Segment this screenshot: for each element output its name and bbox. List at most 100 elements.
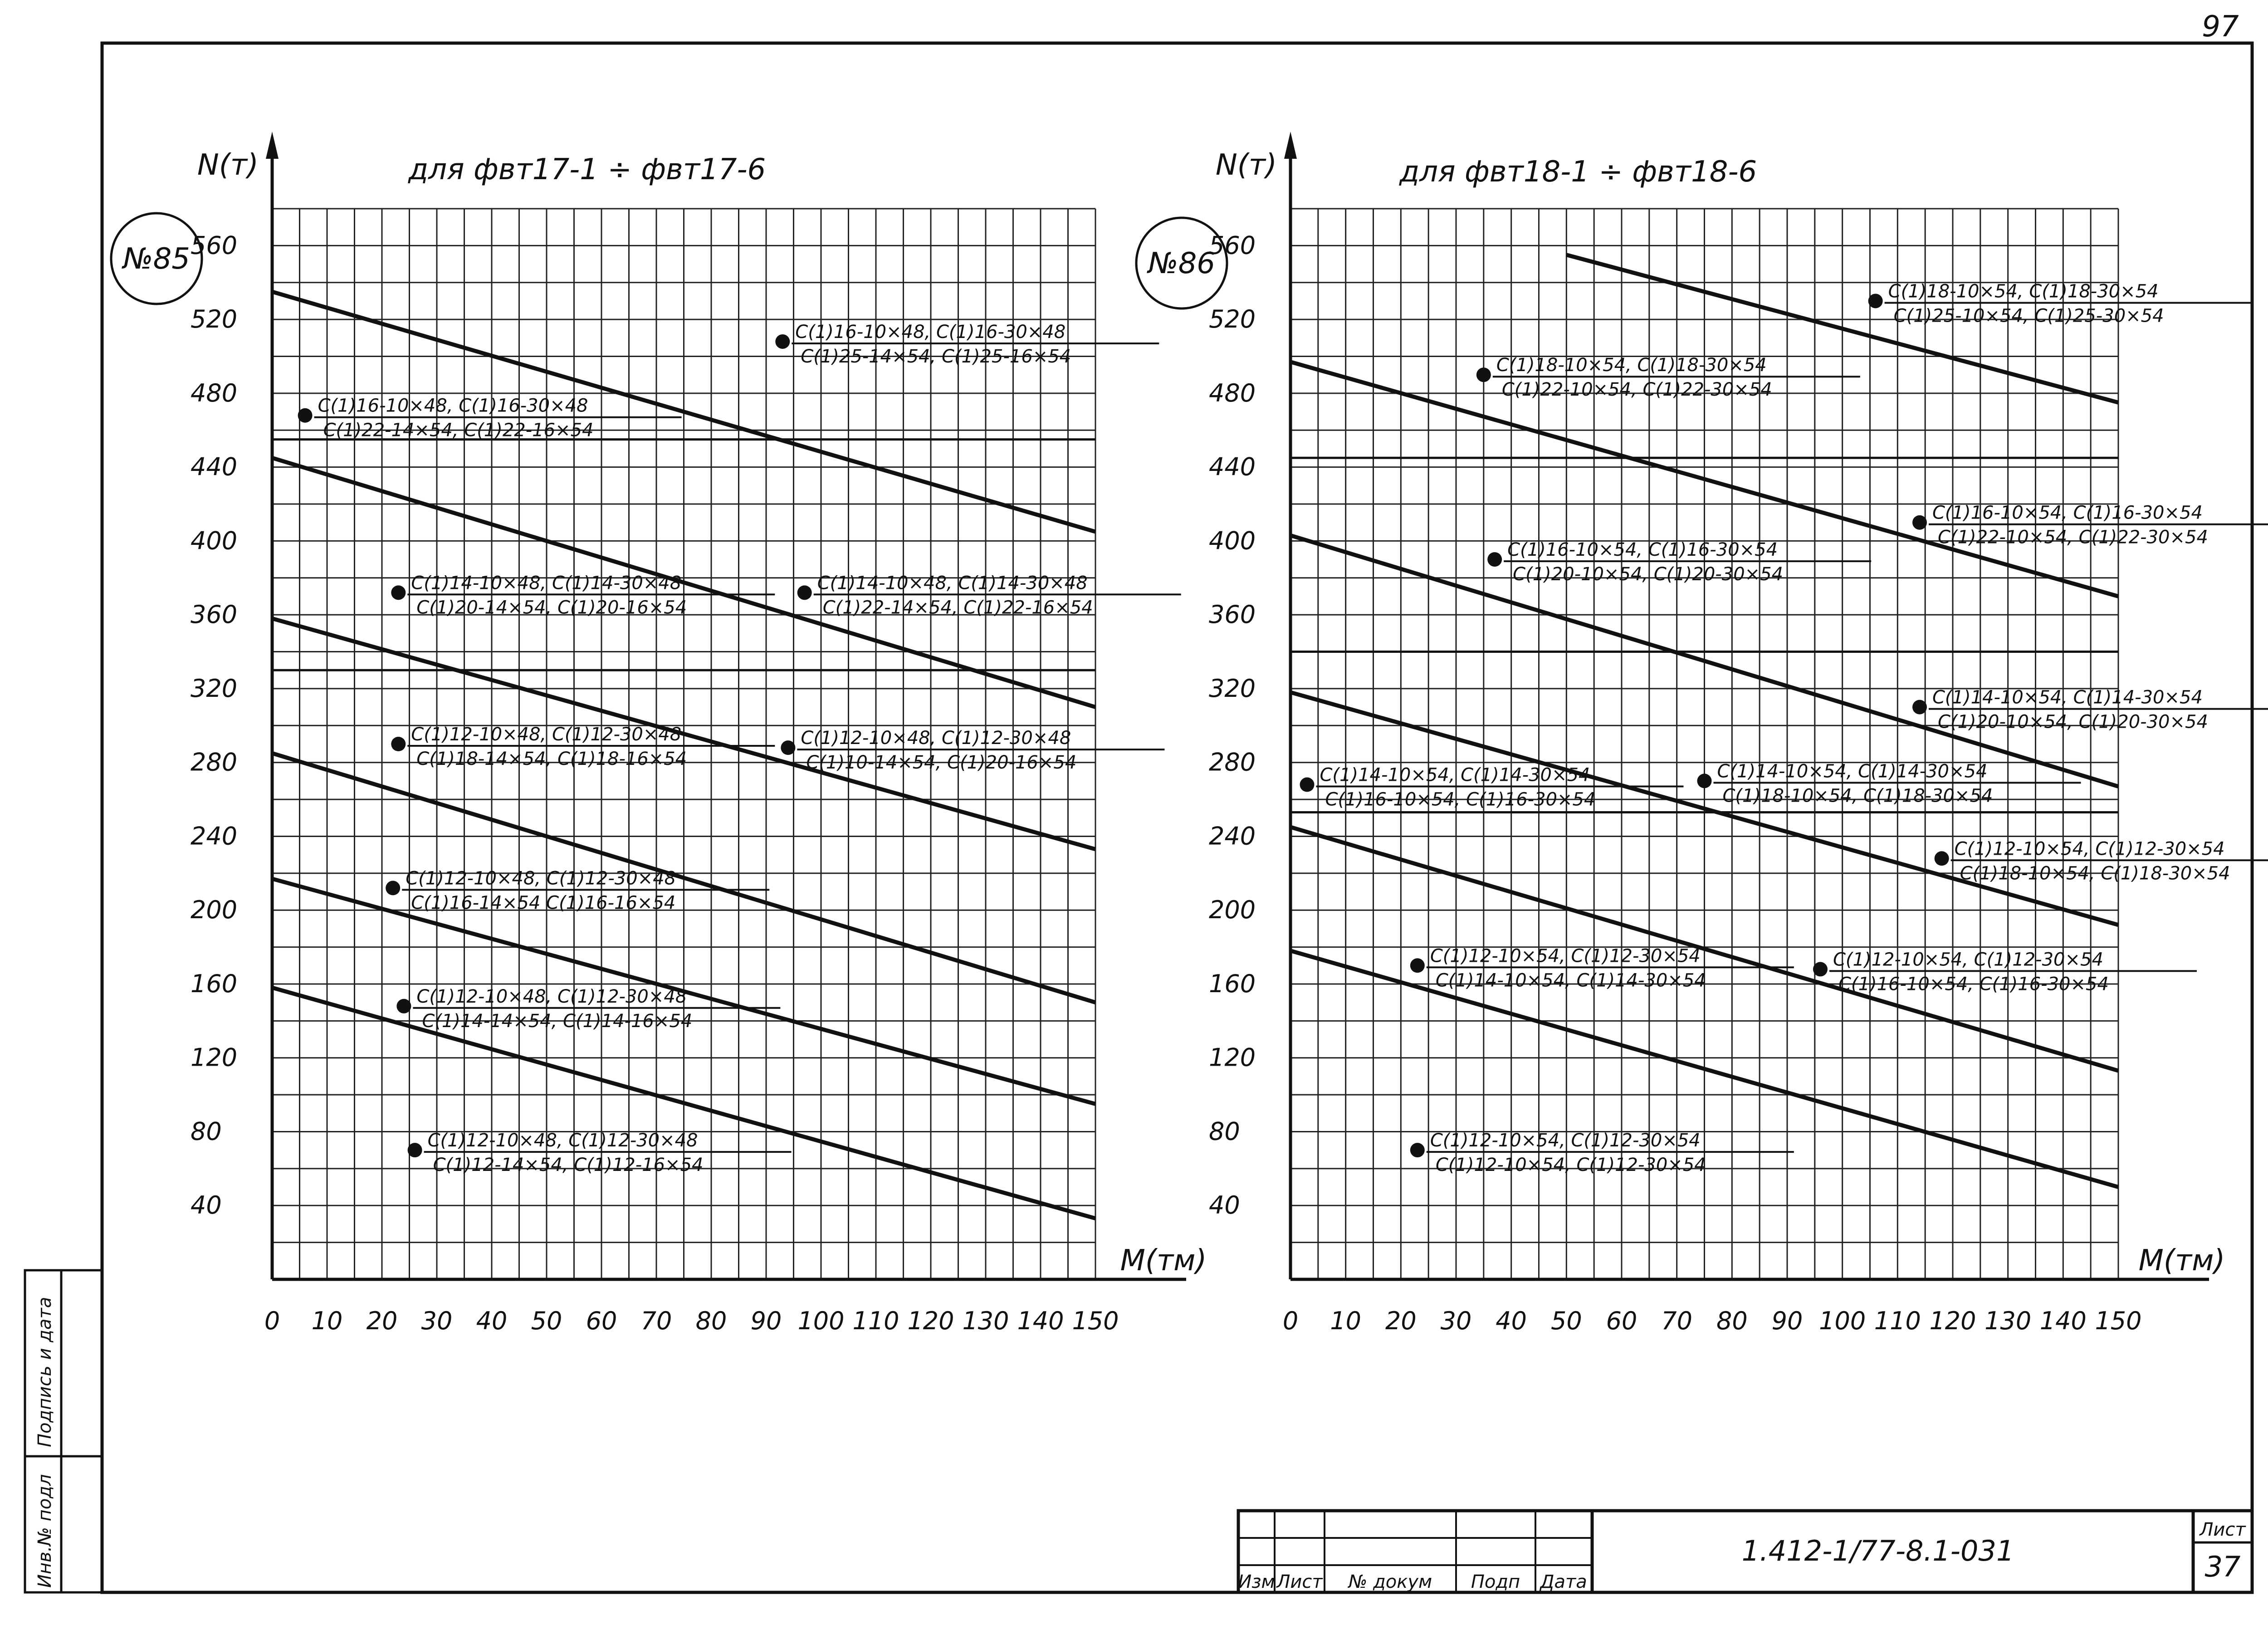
- annotation-marker: [1410, 1143, 1425, 1158]
- y-axis-label: N(т): [1216, 148, 1277, 182]
- y-tick-label: 280: [1209, 748, 1256, 777]
- sheet-label: Лист: [2199, 1519, 2246, 1540]
- side-stamp-label-inventory: Инв.№ подл: [34, 1474, 55, 1588]
- annotation-top-text: C(1)12-10×54, C(1)12-30×54: [1833, 949, 2103, 970]
- annotation-bottom-text: C(1)22-10×54, C(1)22-30×54: [1502, 379, 1772, 400]
- annotation-marker: [775, 334, 790, 349]
- chart-85: 0 10 20 30 40 50 60 70 80 90 100 110 120 130 140 150 40 8…: [110, 132, 1207, 1335]
- x-tick-label: 20: [367, 1307, 398, 1335]
- title-block-header-doc: № докум: [1348, 1571, 1432, 1592]
- annotation-top-text: C(1)16-10×48, C(1)16-30×48: [795, 322, 1066, 343]
- annotation-top-text: C(1)14-10×54, C(1)14-30×54: [1320, 765, 1590, 786]
- chart-title: для фвт18-1 ÷ фвт18-6: [1399, 155, 1757, 189]
- x-tick-label: 100: [1819, 1307, 1866, 1335]
- series-line: [1290, 533, 2119, 788]
- annotation-top-text: C(1)12-10×48, C(1)12-30×48: [411, 724, 681, 745]
- y-tick-label: 520: [1209, 305, 1256, 333]
- page-number-top: 97: [2202, 10, 2239, 44]
- x-tick-label: 120: [907, 1307, 954, 1335]
- x-tick-label: 150: [1072, 1307, 1119, 1335]
- annotation-top-text: C(1)12-10×54, C(1)12-30×54: [1955, 838, 2225, 859]
- x-tick-label: 80: [696, 1307, 727, 1335]
- y-tick-label: 200: [191, 896, 237, 924]
- x-tick-label: 10: [312, 1307, 343, 1335]
- y-tick-label: 240: [1209, 822, 1256, 850]
- y-tick-label: 120: [191, 1043, 237, 1072]
- annotation-bottom-text: C(1)14-10×54, C(1)14-30×54: [1436, 970, 1706, 991]
- x-tick-label: 10: [1330, 1307, 1361, 1335]
- annotation-marker: [781, 740, 796, 755]
- y-tick-label: 40: [1209, 1191, 1240, 1219]
- series-line: [1290, 949, 2119, 1189]
- series-line: [1566, 253, 2119, 405]
- title-block-header-sign: Подп: [1471, 1571, 1520, 1592]
- title-block: Изм Лист № докум Подп Дата 1.412-1/77-8.…: [1237, 1509, 2254, 1594]
- x-tick-label: 40: [476, 1307, 508, 1335]
- y-tick-label: 320: [1209, 674, 1256, 703]
- side-stamp: Подпись и дата Инв.№ подл: [24, 1269, 195, 1594]
- side-stamp-label-signature: Подпись и дата: [34, 1297, 55, 1447]
- chart-title: для фвт17-1 ÷ фвт17-6: [408, 153, 766, 186]
- x-tick-label: 130: [1984, 1307, 2031, 1335]
- x-tick-label: 60: [586, 1307, 617, 1335]
- annotation-marker: [797, 585, 812, 600]
- x-tick-label: 70: [1661, 1307, 1692, 1335]
- annotation-bottom-text: C(1)18-14×54, C(1)18-16×54: [416, 749, 687, 769]
- x-tick-label: 140: [2040, 1307, 2087, 1335]
- chart-86: 0 10 20 30 40 50 60 70 80 90 100 110 120 130 140 150 40 8…: [1135, 132, 2268, 1335]
- badge-label: №86: [1147, 247, 1215, 280]
- x-tick-label: 40: [1496, 1307, 1527, 1335]
- x-tick-label: 70: [641, 1307, 672, 1335]
- annotation-bottom-text: C(1)20-10×54, C(1)20-30×54: [1513, 564, 1783, 585]
- y-tick-label: 560: [191, 231, 237, 259]
- x-tick-label: 0: [264, 1307, 280, 1335]
- annotation-marker: [298, 408, 313, 423]
- x-tick-label: 60: [1606, 1307, 1637, 1335]
- annotation-bottom-text: C(1)25-10×54, C(1)25-30×54: [1894, 305, 2164, 326]
- document-code: 1.412-1/77-8.1-031: [1742, 1534, 2014, 1567]
- series-line: [1290, 360, 2119, 598]
- annotation-marker: [1912, 700, 1927, 715]
- y-tick-label: 40: [191, 1191, 222, 1219]
- annotation-bottom-text: C(1)18-10×54, C(1)18-30×54: [1723, 785, 1993, 806]
- annotation-bottom-text: C(1)20-10×54, C(1)20-30×54: [1938, 712, 2208, 733]
- series-line: [271, 616, 1096, 852]
- title-block-header-date: Дата: [1539, 1571, 1587, 1592]
- title-block-box: [1237, 1509, 2254, 1594]
- y-tick-label: 400: [191, 526, 237, 555]
- series-line: [271, 456, 1096, 709]
- annotation-top-text: C(1)12-10×54, C(1)12-30×54: [1430, 1130, 1701, 1151]
- annotation-bottom-text: C(1)16-14×54 C(1)16-16×54: [411, 892, 675, 913]
- x-tick-label: 110: [1874, 1307, 1921, 1335]
- annotation-marker: [391, 737, 406, 751]
- annotation-marker: [1300, 777, 1315, 792]
- badge-circle: [110, 212, 203, 305]
- annotation-bottom-text: C(1)18-10×54, C(1)18-30×54: [1960, 863, 2230, 884]
- annotation-top-text: C(1)12-10×48, C(1)12-30×48: [801, 728, 1071, 749]
- annotation-marker: [386, 881, 401, 896]
- annotation-top-text: C(1)14-10×54, C(1)14-30×54: [1932, 687, 2203, 708]
- series-line: [1290, 690, 2119, 927]
- annotation-top-text: C(1)12-10×48, C(1)12-30×48: [406, 868, 676, 889]
- sheet-frame: [100, 41, 2254, 1594]
- series-line: [271, 751, 1096, 1004]
- x-tick-label: 120: [1929, 1307, 1976, 1335]
- y-tick-label: 80: [191, 1117, 222, 1146]
- y-tick-label: 560: [1209, 231, 1256, 259]
- y-tick-label: 200: [1209, 896, 1256, 924]
- annotation-top-text: C(1)14-10×54, C(1)14-30×54: [1717, 761, 1988, 782]
- annotation-marker: [1410, 958, 1425, 973]
- y-tick-label: 520: [191, 305, 237, 333]
- y-tick-label: 440: [191, 453, 237, 481]
- y-tick-label: 320: [191, 674, 237, 703]
- y-axis-arrow: [1284, 132, 1297, 159]
- annotation-top-text: C(1)12-10×48, C(1)12-30×48: [428, 1130, 698, 1151]
- x-axis-label: M(тм): [1120, 1244, 1207, 1278]
- annotation-marker: [1934, 851, 1949, 866]
- annotation-bottom-text: C(1)16-10×54, C(1)16-30×54: [1838, 974, 2109, 994]
- y-tick-label: 80: [1209, 1117, 1240, 1146]
- annotation-marker: [1476, 367, 1491, 382]
- x-tick-label: 90: [1772, 1307, 1803, 1335]
- y-tick-label: 160: [1209, 969, 1256, 998]
